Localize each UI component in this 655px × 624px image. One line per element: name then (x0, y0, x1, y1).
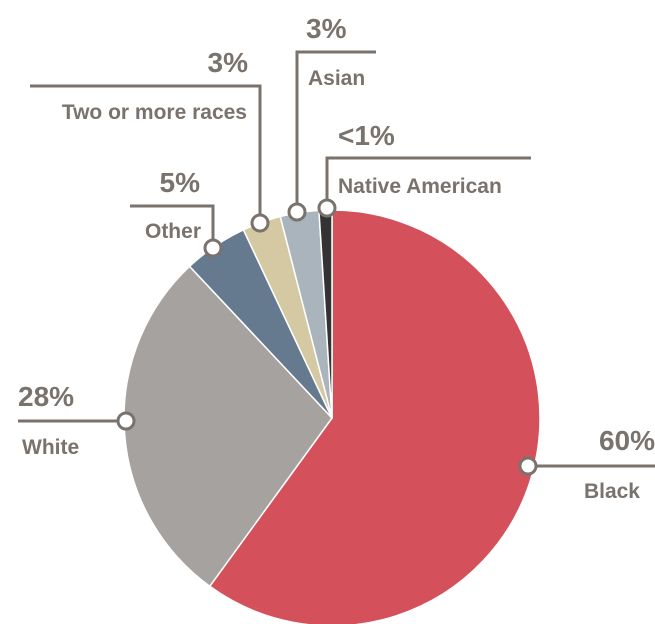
label-group-two-or-more: 3% Two or more races (30, 47, 270, 233)
slice-label-other: Other (145, 220, 201, 243)
slice-percent-other: 5% (160, 167, 201, 198)
pie-slices (123, 209, 541, 624)
slice-label-native-american: Native American (338, 175, 502, 198)
slice-label-asian: Asian (308, 67, 365, 90)
slice-label-black: Black (584, 480, 640, 503)
leader-line-native-american (325, 156, 531, 208)
leader-line-other (130, 204, 215, 248)
slice-percent-two-or-more: 3% (208, 47, 249, 78)
pie-slice-black (208, 209, 541, 624)
leader-dot-asian (287, 202, 307, 222)
leader-dot-native-american (317, 198, 337, 218)
slice-label-two-or-more: Two or more races (62, 101, 247, 124)
pie-labels: 60% Black 28% White 5% Other 3% Two or m… (18, 13, 655, 503)
slice-label-white: White (22, 436, 79, 459)
label-group-native-american: <1% Native American (317, 120, 531, 218)
leader-line-two-or-more (30, 84, 262, 223)
slice-percent-asian: 3% (306, 13, 347, 44)
slice-percent-black: 60% (599, 425, 655, 456)
label-group-white: 28% White (18, 381, 136, 459)
label-group-asian: 3% Asian (287, 13, 376, 222)
leader-dot-two-or-more (250, 213, 270, 233)
label-group-other: 5% Other (130, 167, 223, 258)
leader-dot-white (116, 411, 136, 431)
leader-dot-other (203, 238, 223, 258)
leader-line-asian (295, 50, 376, 212)
label-group-black: 60% Black (518, 425, 655, 503)
slice-percent-native-american: <1% (338, 120, 395, 151)
pie-slice-white (123, 265, 333, 588)
slice-percent-white: 28% (18, 381, 74, 412)
leader-dot-black (518, 456, 538, 476)
